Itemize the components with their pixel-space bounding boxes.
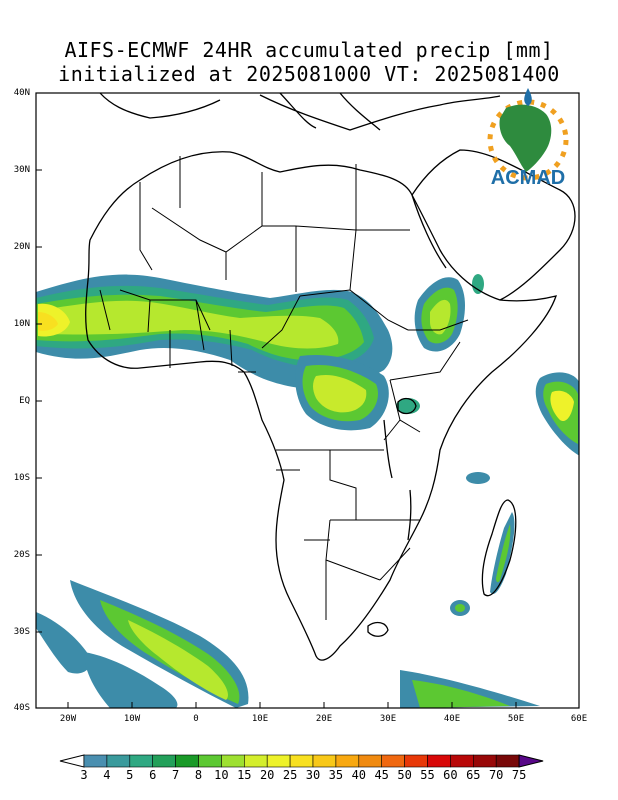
lon-label-10w: 10W (123, 714, 141, 724)
colorbar-swatch (312, 754, 337, 768)
colorbar-swatch (358, 754, 382, 768)
colorbar-tick-label: 25 (282, 768, 298, 782)
colorbar-swatch (381, 754, 405, 768)
colorbar-tick-label: 6 (149, 768, 157, 782)
colorbar-tick-label: 35 (328, 768, 344, 782)
colorbar-swatch (129, 754, 154, 768)
italy-balkans (279, 93, 381, 131)
country-borders (99, 156, 469, 620)
lat-label-40s: 40S (13, 703, 30, 713)
colorbar-tick-label: 10 (214, 768, 229, 782)
precip-sw-outer (36, 612, 92, 674)
lat-label-10n: 10N (13, 319, 30, 329)
colorbar-tick-label: 8 (194, 768, 203, 782)
precip-madagascar-core (496, 524, 511, 583)
colorbar-tick-label: 60 (443, 768, 458, 782)
red-sea (411, 194, 447, 269)
colorbar-swatch (244, 754, 268, 768)
colorbar-swatch (152, 754, 176, 768)
colorbar-tick-label: 3 (80, 768, 88, 782)
colorbar-swatch (289, 754, 314, 768)
precip-comoros (466, 472, 490, 484)
precip-indian-ocean-core (550, 390, 574, 422)
precip-arabia (472, 274, 484, 294)
mediterranean-north (259, 94, 501, 131)
logo-sun-ring (487, 99, 569, 181)
lat-label-40n: 40N (13, 88, 30, 98)
lon-label-20w: 20W (59, 714, 77, 724)
madagascar-coast (481, 499, 517, 597)
africa-coastline (85, 151, 557, 661)
lon-label-60e: 60E (570, 714, 588, 724)
colorbar-swatch (221, 754, 245, 768)
colorbar-tick-label: 50 (397, 768, 412, 782)
colorbar-swatch (404, 754, 428, 768)
colorbar-high-arrow (518, 754, 544, 768)
iberia (99, 93, 221, 119)
lat-label-10s: 10S (13, 473, 30, 483)
colorbar-tick-label: 20 (259, 768, 275, 782)
colorbar-swatch (106, 754, 131, 768)
colorbar-tick-label: 45 (374, 768, 389, 782)
colorbar-swatch (198, 754, 222, 768)
logo-text: ACMAD (491, 167, 565, 189)
precip-congo-core (313, 374, 367, 413)
lon-label-0: 0 (193, 714, 199, 724)
precip-ethiopia-core (430, 299, 451, 335)
precip-guinea-peak-core (38, 312, 58, 331)
colorbar-swatch (266, 754, 291, 768)
colorbar-tick-label: 40 (351, 768, 367, 782)
colorbar-swatch (83, 754, 108, 768)
lon-label-50e: 50E (507, 714, 525, 724)
logo-drop-icon (524, 88, 532, 106)
lon-label-10e: 10E (251, 714, 269, 724)
colorbar-tick-label: 7 (171, 768, 180, 782)
lake-tanganyika (383, 419, 393, 479)
colorbar-tick-label: 5 (126, 768, 134, 782)
lon-label-30e: 30E (379, 714, 397, 724)
precip-small-ocean-core (455, 604, 465, 612)
lesotho (367, 621, 389, 637)
colorbar-tick-label: 55 (420, 768, 435, 782)
lat-label-30s: 30S (13, 627, 30, 637)
precip-south-atlantic-core (128, 620, 228, 700)
precip-se-mid (412, 680, 510, 708)
precip-field (36, 274, 579, 708)
map-title-line-2: initialized at 2025081000 VT: 2025081400 (58, 62, 560, 86)
colorbar-low-arrow (59, 754, 85, 768)
colorbar-tick-label: 70 (488, 768, 504, 782)
lat-label-20n: 20N (13, 242, 30, 252)
colorbar-tick-label: 15 (237, 768, 252, 782)
lake-malawi (407, 489, 412, 541)
colorbar-tick-label: 75 (511, 768, 527, 782)
map-title-line-1: AIFS-ECMWF 24HR accumulated precip [mm] (64, 38, 554, 62)
colorbar (59, 754, 544, 768)
colorbar-swatch (335, 754, 360, 768)
logo-africa-shape (499, 104, 552, 172)
colorbar-tick-label: 30 (305, 768, 321, 782)
lon-label-20e: 20E (315, 714, 333, 724)
lon-label-40e: 40E (443, 714, 461, 724)
precip-sahel-core (40, 300, 339, 349)
colorbar-swatch (175, 754, 199, 768)
coastlines (85, 93, 576, 661)
colorbar-tick-label: 4 (103, 768, 111, 782)
colorbar-swatch (427, 754, 451, 768)
arabian-coast (411, 149, 576, 301)
lat-label-30n: 30N (13, 165, 30, 175)
lat-label-20s: 20S (13, 550, 30, 560)
lake-victoria (397, 397, 417, 415)
colorbar-tick-label: 65 (466, 768, 481, 782)
precip-sw-2 (84, 652, 178, 708)
lat-label-eq: EQ (19, 396, 30, 406)
colorbar-swatch (495, 754, 520, 768)
colorbar-swatch (472, 754, 497, 768)
axis-ticks (36, 92, 580, 709)
colorbar-swatch (450, 754, 474, 768)
acmad-logo: ACMAD (487, 88, 569, 189)
